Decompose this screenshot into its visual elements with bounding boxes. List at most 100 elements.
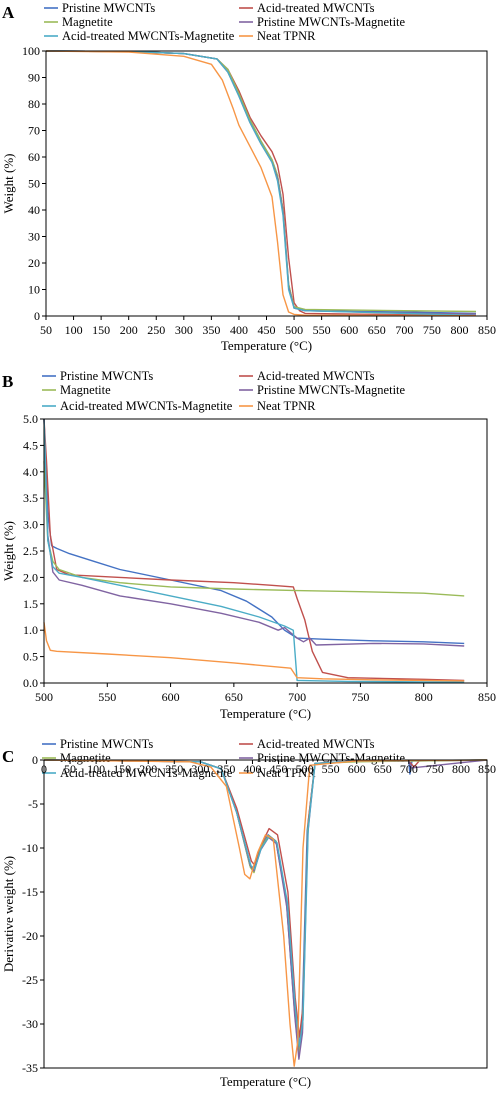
x-tick-label: 450 [258, 323, 276, 337]
x-tick-label: 800 [452, 762, 470, 776]
legend-entry: Neat TPNR [257, 399, 316, 413]
y-tick-label: -30 [22, 1017, 38, 1031]
panel-b-legend: Pristine MWCNTs Acid-treated MWCNTs Magnet… [42, 369, 406, 413]
x-tick-label: 150 [92, 323, 110, 337]
y-tick-label: 40 [28, 203, 40, 217]
y-tick-label: 3.5 [23, 491, 38, 505]
legend-entry: Acid-treated MWCNTs [257, 737, 375, 751]
legend-entry: Acid-treated MWCNTs-Magnetite [62, 29, 235, 43]
panel-c-x-axis-label: Temperature (°C) [220, 1074, 311, 1089]
x-tick-label: 700 [288, 690, 306, 704]
legend-entry: Acid-treated MWCNTs [257, 369, 375, 383]
x-tick-label: 650 [225, 690, 243, 704]
legend-entry: Pristine MWCNTs-Magnetite [257, 15, 406, 29]
x-tick-label: 800 [450, 323, 468, 337]
y-tick-label: 80 [28, 97, 40, 111]
legend-entry: Magnetite [60, 751, 111, 765]
panel-c-letter: C [2, 747, 14, 766]
y-tick-label: -5 [28, 797, 38, 811]
x-tick-label: 50 [64, 762, 76, 776]
panel-a-series-line-6 [45, 50, 477, 317]
y-tick-label: 30 [28, 230, 40, 244]
x-tick-label: 100 [65, 323, 83, 337]
panel-c-ticks: 0 50 100 150 200 250 300 350 400 450 500 550 600 650 7… [22, 753, 496, 1075]
panel-b-series-line-1 [43, 418, 465, 645]
x-tick-label: 350 [217, 762, 235, 776]
x-tick-label: 100 [87, 762, 105, 776]
legend-entry: Acid-treated MWCNTs [257, 1, 375, 15]
x-tick-label: 750 [423, 323, 441, 337]
y-tick-label: 20 [28, 256, 40, 270]
legend-entry: Neat TPNR [257, 766, 316, 780]
x-tick-label: 650 [368, 323, 386, 337]
legend-entry: Pristine MWCNTs [60, 737, 153, 751]
panel-b-letter: B [2, 372, 13, 391]
panel-a-series-line-5 [45, 50, 477, 317]
legend-entry: Pristine MWCNTs [60, 369, 153, 383]
y-tick-label: 0 [32, 753, 38, 767]
x-tick-label: 450 [270, 762, 288, 776]
x-tick-label: 800 [415, 690, 433, 704]
panel-c-plot-frame [43, 759, 488, 1069]
x-tick-label: 200 [139, 762, 157, 776]
x-tick-label: 550 [313, 323, 331, 337]
x-tick-label: 500 [285, 323, 303, 337]
y-tick-label: 1.0 [23, 623, 38, 637]
panel-c: C Pristine MWCNTs Acid-treated MWCNTs Magn… [1, 737, 496, 1089]
panel-c-series [43, 759, 488, 1067]
x-tick-label: 350 [202, 323, 220, 337]
y-tick-label: 0 [34, 309, 40, 323]
x-tick-label: 750 [351, 690, 369, 704]
panel-b-series-line-6 [43, 622, 465, 682]
x-tick-label: 550 [322, 762, 340, 776]
panel-a: A Pristine MWCNTs Acid-treated MWCNTs Magn… [1, 1, 496, 353]
x-tick-label: 250 [165, 762, 183, 776]
x-tick-label: 600 [348, 762, 366, 776]
panel-b-series-line-3 [43, 461, 465, 597]
x-tick-label: 300 [175, 323, 193, 337]
panel-b-series-line-4 [43, 418, 465, 647]
x-tick-label: 200 [120, 323, 138, 337]
panel-a-y-axis-label: Weight (%) [1, 154, 16, 214]
x-tick-label: 650 [374, 762, 392, 776]
legend-entry: Acid-treated MWCNTs-Magnetite [60, 766, 233, 780]
panel-b-ticks: 500 550 600 650 700 750 800 850 0.0 0.5 1.0 1.5 2.0 2… [23, 412, 496, 704]
panel-a-letter: A [2, 3, 15, 22]
x-tick-label: 300 [191, 762, 209, 776]
panel-a-ticks: 50 100 150 200 250 300 350 400 450 500 550 600 650 70… [22, 44, 496, 337]
y-tick-label: -25 [22, 973, 38, 987]
y-tick-label: -35 [22, 1061, 38, 1075]
x-tick-label: 0 [41, 762, 47, 776]
legend-entry: Pristine MWCNTs [62, 1, 155, 15]
panel-a-series-line-3 [45, 50, 477, 313]
y-tick-label: 4.5 [23, 438, 38, 452]
panel-c-series-line-2 [43, 759, 488, 1038]
y-tick-label: 4.0 [23, 465, 38, 479]
y-tick-label: -15 [22, 885, 38, 899]
panel-c-series-line-5 [43, 759, 488, 1047]
panel-a-x-axis-label: Temperature (°C) [221, 338, 312, 353]
x-tick-label: 400 [243, 762, 261, 776]
y-tick-label: -10 [22, 841, 38, 855]
panel-b-series-line-2 [43, 418, 465, 682]
x-tick-label: 50 [40, 323, 52, 337]
y-tick-label: 1.5 [23, 597, 38, 611]
panel-c-series-line-6 [43, 759, 488, 1067]
x-tick-label: 550 [98, 690, 116, 704]
panel-b-series-line-5 [43, 418, 465, 683]
legend-entry: Magnetite [62, 15, 113, 29]
x-tick-label: 750 [426, 762, 444, 776]
panel-a-series-line-4 [45, 50, 477, 315]
legend-entry: Magnetite [60, 383, 111, 397]
y-tick-label: 90 [28, 71, 40, 85]
x-tick-label: 700 [400, 762, 418, 776]
panel-a-series-line-1 [45, 50, 477, 315]
y-tick-label: 70 [28, 124, 40, 138]
panel-c-series-line-4 [43, 759, 488, 1060]
panel-a-legend: Pristine MWCNTs Acid-treated MWCNTs Magnet… [44, 1, 406, 43]
y-tick-label: 2.0 [23, 570, 38, 584]
x-tick-label: 700 [395, 323, 413, 337]
panel-b-y-axis-label: Weight (%) [1, 521, 16, 581]
x-tick-label: 600 [162, 690, 180, 704]
